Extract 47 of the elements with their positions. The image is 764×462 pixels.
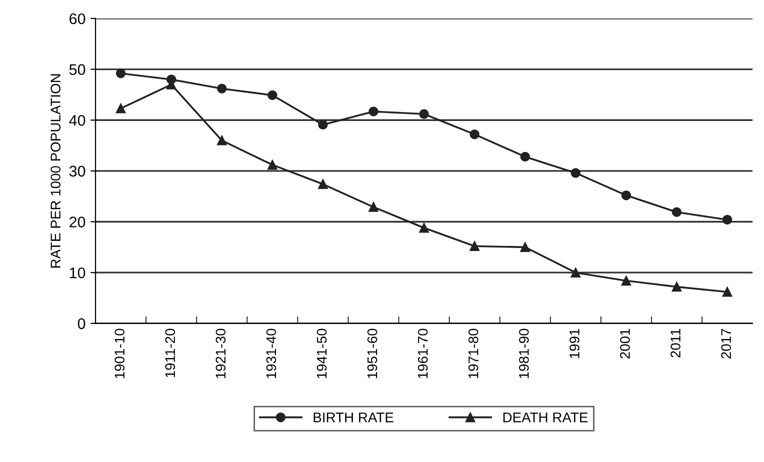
x-tick-label: 2001 bbox=[620, 328, 630, 358]
x-tick-label: 1971-80 bbox=[468, 328, 478, 378]
y-tick-label: 0 bbox=[78, 318, 86, 330]
point bbox=[116, 68, 126, 78]
point bbox=[116, 104, 126, 114]
x-tick-label: 1931-40 bbox=[266, 328, 276, 378]
point bbox=[368, 106, 378, 116]
x-tick-label: 1941-50 bbox=[316, 328, 327, 378]
point bbox=[216, 84, 227, 94]
x-tick-label: 1921-30 bbox=[216, 328, 226, 378]
point bbox=[419, 109, 429, 119]
x-tick-label: 1961-70 bbox=[418, 328, 428, 378]
point bbox=[368, 202, 378, 212]
point bbox=[621, 276, 632, 286]
point bbox=[268, 90, 278, 100]
x-tick-label: 1901-10 bbox=[114, 328, 124, 378]
point bbox=[470, 241, 480, 252]
point bbox=[419, 222, 429, 233]
y-tick-label: 60 bbox=[70, 13, 86, 24]
x-tick-label: 2011 bbox=[670, 328, 680, 358]
y-tick-label: 20 bbox=[70, 216, 86, 228]
legend-label: BIRTH RATE bbox=[314, 412, 394, 422]
y-tick-label: 50 bbox=[69, 64, 86, 75]
point bbox=[520, 242, 530, 252]
point bbox=[722, 287, 732, 297]
point bbox=[216, 136, 227, 146]
x-tick-label: 1911-20 bbox=[165, 328, 176, 378]
x-tick-label: 1981-90 bbox=[518, 328, 529, 378]
point bbox=[570, 168, 581, 178]
x-tick-label: 2017 bbox=[721, 328, 731, 358]
point bbox=[470, 129, 480, 140]
y-axis-title: RATE PER 1000 POPULATION bbox=[50, 74, 60, 268]
point bbox=[268, 160, 278, 170]
y-tick-label: 10 bbox=[70, 267, 86, 278]
point bbox=[318, 120, 328, 130]
point bbox=[621, 190, 632, 200]
point bbox=[570, 268, 581, 278]
point bbox=[520, 152, 530, 162]
y-tick-label: 40 bbox=[69, 114, 86, 126]
point bbox=[672, 282, 682, 292]
y-tick-label: 30 bbox=[69, 166, 86, 177]
x-tick-label: 1951-60 bbox=[367, 328, 378, 378]
x-tick-label: 1991 bbox=[570, 328, 580, 358]
point bbox=[722, 214, 732, 225]
legend-label: DEATH RATE bbox=[503, 412, 588, 422]
point bbox=[318, 179, 328, 190]
point bbox=[672, 207, 682, 217]
